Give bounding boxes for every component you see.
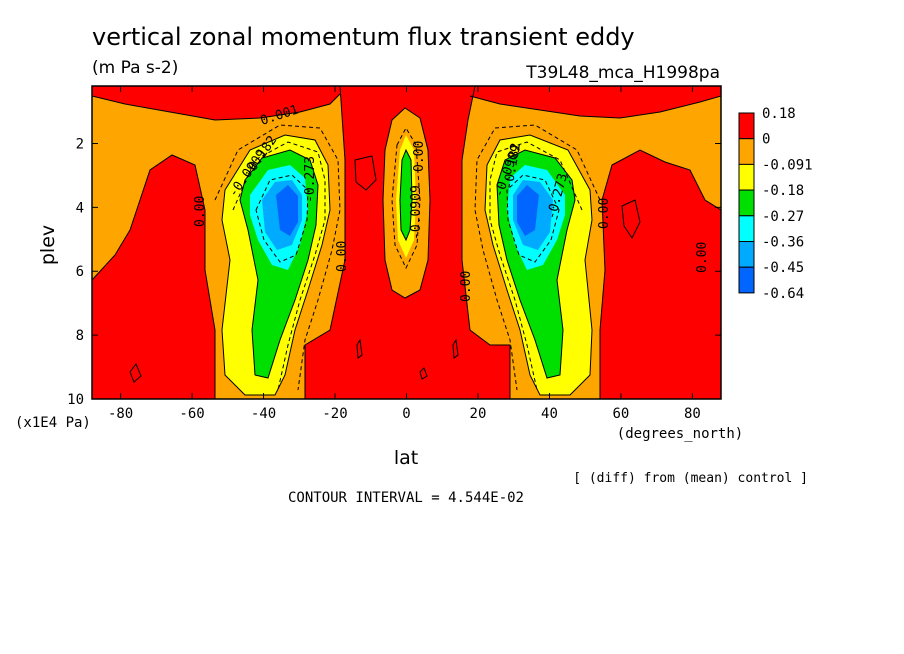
fill-red-upper-north — [470, 86, 721, 118]
x-tick-label: -80 — [108, 406, 133, 422]
x-axis: -80 -60 -40 -20 0 20 40 60 80 — [108, 86, 701, 422]
chart-title: vertical zonal momentum flux transient e… — [92, 23, 635, 51]
colorbar-swatch — [738, 241, 755, 268]
y-tick-label: 2 — [76, 136, 84, 152]
contour-label: -0.0909 — [409, 185, 424, 240]
colorbar-swatch — [738, 215, 755, 243]
colorbar-level-label: -0.45 — [762, 260, 804, 276]
contour-label: 0.00 — [695, 242, 710, 273]
x-tick-label: -40 — [251, 406, 276, 422]
x-tick-label: 40 — [541, 406, 558, 422]
colorbar-level-label: 0 — [762, 132, 770, 148]
colorbar-level-label: -0.18 — [762, 183, 804, 199]
colorbar-swatch — [738, 189, 755, 217]
contour-plot — [92, 86, 721, 399]
chart-units: (m Pa s-2) — [92, 58, 178, 78]
colorbar-swatch — [738, 138, 755, 165]
colorbar: 0.18 0 -0.091 -0.18 -0.27 -0.36 -0.45 -0.64 — [738, 106, 813, 302]
y-tick-label: 8 — [76, 328, 84, 344]
fill-red-north-polar — [600, 150, 721, 399]
colorbar-swatch — [738, 112, 755, 140]
fill-blue-south — [276, 185, 298, 236]
y-axis-unit: (x1E4 Pa) — [15, 415, 91, 431]
colorbar-level-label: -0.36 — [762, 235, 804, 251]
fill-red-south-polar — [92, 155, 215, 399]
x-tick-label: 0 — [402, 406, 410, 422]
x-tick-label: 80 — [684, 406, 701, 422]
contour-label: 0.00 — [193, 196, 208, 227]
colorbar-swatch — [738, 163, 755, 191]
x-tick-label: 20 — [470, 406, 487, 422]
colorbar-level-label: -0.64 — [762, 286, 804, 302]
contour-label: 0.00 — [459, 271, 474, 302]
fill-red-upper-south — [92, 86, 340, 120]
x-tick-label: 60 — [613, 406, 630, 422]
colorbar-level-label: -0.091 — [762, 157, 813, 173]
y-tick-label: 10 — [67, 392, 84, 408]
fill-green-center — [400, 150, 412, 240]
y-axis-label: plev — [37, 225, 59, 265]
y-axis: 2 4 6 8 10 — [67, 136, 721, 408]
x-axis-unit: (degrees_north) — [617, 426, 743, 442]
fill-blue-north — [517, 185, 539, 236]
negative-contour-lines — [214, 124, 601, 391]
colorbar-swatch — [738, 266, 755, 294]
x-tick-label: -60 — [179, 406, 204, 422]
colorbar-level-label: 0.18 — [762, 106, 796, 122]
footer-note: [ (diff) from (mean) control ] — [573, 471, 808, 486]
y-tick-label: 4 — [76, 200, 84, 216]
contour-label: 0.00 — [597, 198, 612, 229]
x-tick-label: -20 — [322, 406, 347, 422]
experiment-label: T39L48_mca_H1998pa — [525, 63, 720, 83]
colorbar-level-label: -0.27 — [762, 209, 804, 225]
contour-label: 0.00 — [412, 141, 427, 172]
x-axis-label: lat — [394, 447, 418, 469]
y-tick-label: 6 — [76, 264, 84, 280]
contour-interval: CONTOUR INTERVAL = 4.544E-02 — [288, 490, 524, 506]
contour-lines — [92, 86, 721, 399]
contour-label: 0.00 — [335, 241, 350, 272]
contour-label: -0.273 — [303, 156, 318, 203]
